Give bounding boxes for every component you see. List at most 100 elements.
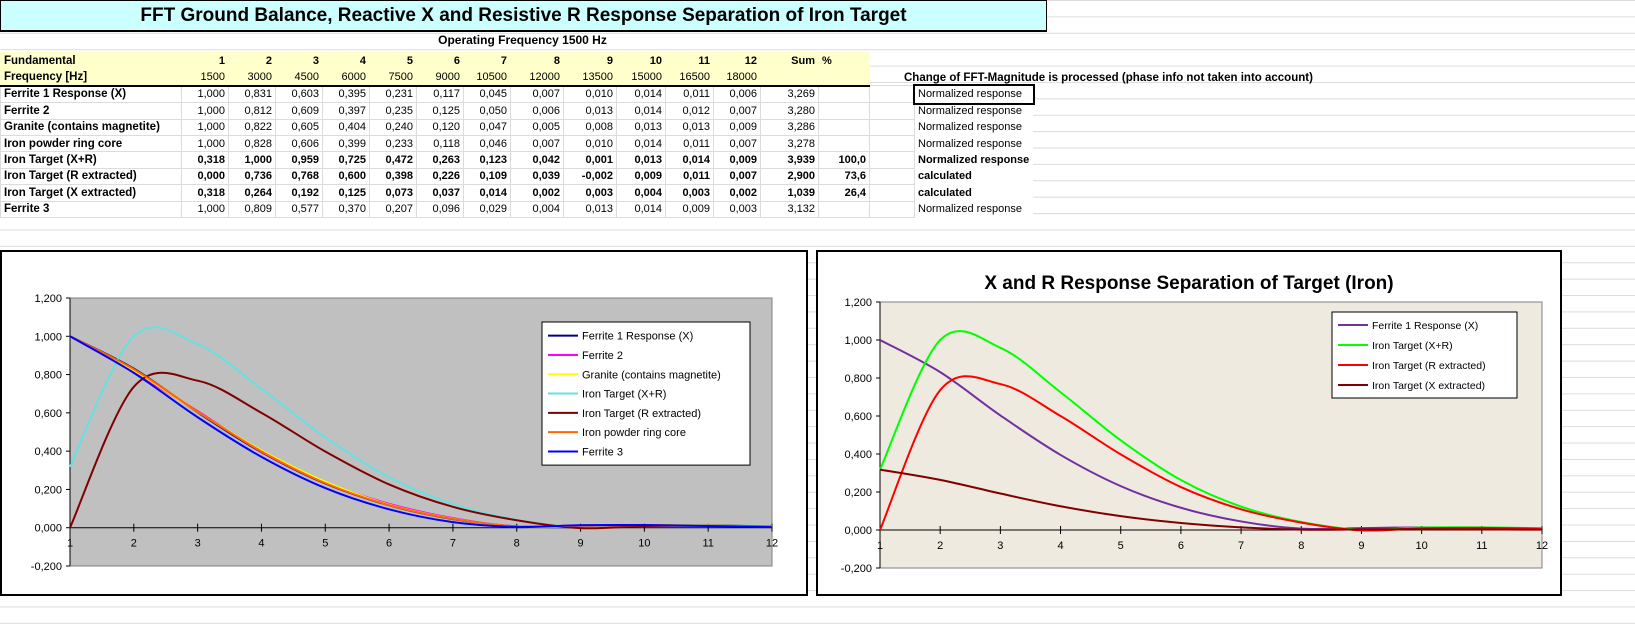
cell-value[interactable]: 0,240 xyxy=(369,118,417,136)
row-label[interactable]: Iron powder ring core xyxy=(0,134,182,153)
series-line[interactable] xyxy=(879,468,1543,531)
cell-value[interactable]: 1,000 xyxy=(181,134,229,153)
cell-sum[interactable]: 1,039 xyxy=(760,184,819,202)
cell-value[interactable]: 0,264 xyxy=(228,184,276,202)
cell-empty[interactable] xyxy=(869,118,915,136)
cell-sum[interactable]: 3,280 xyxy=(760,102,819,120)
cell-value[interactable]: 0,045 xyxy=(463,85,511,104)
cell-note[interactable]: Normalized response xyxy=(914,151,1033,169)
cell-value[interactable]: 0,812 xyxy=(228,102,276,120)
cell-note[interactable]: Normalized response xyxy=(914,135,1033,152)
cell-value[interactable]: 0,109 xyxy=(463,167,511,186)
cell-value[interactable]: 0,399 xyxy=(322,134,370,153)
cell-value[interactable]: 0,014 xyxy=(463,184,511,202)
cell-value[interactable]: 0,002 xyxy=(510,184,564,202)
cell-value[interactable]: 0,013 xyxy=(616,151,666,169)
cell-value[interactable]: 0,318 xyxy=(181,184,229,202)
cell-pct[interactable] xyxy=(818,85,870,104)
cell-value[interactable]: 0,397 xyxy=(322,102,370,120)
cell-value[interactable]: 0,039 xyxy=(510,167,564,186)
cell-value[interactable]: 0,009 xyxy=(713,118,761,136)
cell-value[interactable]: 0,037 xyxy=(416,184,464,202)
cell-value[interactable]: 0,007 xyxy=(713,167,761,186)
cell-value[interactable]: 1,000 xyxy=(181,200,229,218)
row-label[interactable]: Iron Target (R extracted) xyxy=(0,167,182,186)
cell-value[interactable]: 0,003 xyxy=(713,200,761,218)
cell-value[interactable]: 0,002 xyxy=(713,184,761,202)
cell-value[interactable]: 0,009 xyxy=(616,167,666,186)
cell-value[interactable]: 0,014 xyxy=(616,200,666,218)
cell-value[interactable]: 1,000 xyxy=(228,151,276,169)
cell-value[interactable]: 0,192 xyxy=(275,184,323,202)
cell-empty[interactable] xyxy=(869,102,915,120)
cell-value[interactable]: 0,226 xyxy=(416,167,464,186)
cell-value[interactable]: 0,010 xyxy=(563,134,617,153)
cell-value[interactable]: 0,011 xyxy=(665,85,714,104)
cell-value[interactable]: 0,125 xyxy=(322,184,370,202)
cell-value[interactable]: 0,398 xyxy=(369,167,417,186)
cell-note[interactable]: Normalized response xyxy=(914,102,1033,120)
cell-value[interactable]: 0,010 xyxy=(563,85,617,104)
cell-value[interactable]: 0,118 xyxy=(416,134,464,153)
cell-value[interactable]: 0,768 xyxy=(275,167,323,186)
cell-pct[interactable]: 26,4 xyxy=(818,184,870,202)
row-label[interactable]: Iron Target (X+R) xyxy=(0,151,182,169)
cell-value[interactable]: 0,003 xyxy=(563,184,617,202)
cell-note[interactable]: Normalized response xyxy=(914,201,1033,218)
cell-value[interactable]: 0,008 xyxy=(563,118,617,136)
cell-value[interactable]: 0,318 xyxy=(181,151,229,169)
cell-value[interactable]: 1,000 xyxy=(181,118,229,136)
cell-value[interactable]: 0,013 xyxy=(665,118,714,136)
cell-value[interactable]: 0,006 xyxy=(510,102,564,120)
cell-value[interactable]: 0,007 xyxy=(713,102,761,120)
cell-value[interactable]: 0,831 xyxy=(228,85,276,104)
cell-value[interactable]: 0,736 xyxy=(228,167,276,186)
cell-value[interactable]: 0,606 xyxy=(275,134,323,153)
cell-sum[interactable]: 3,278 xyxy=(760,134,819,153)
cell-note[interactable]: Normalized response xyxy=(912,83,1035,105)
cell-pct[interactable] xyxy=(818,102,870,120)
cell-empty[interactable] xyxy=(869,167,915,186)
cell-value[interactable]: 0,003 xyxy=(665,184,714,202)
cell-value[interactable]: 0,046 xyxy=(463,134,511,153)
cell-pct[interactable] xyxy=(818,118,870,136)
cell-note[interactable]: calculated xyxy=(914,184,1033,202)
cell-sum[interactable]: 3,939 xyxy=(760,151,819,169)
cell-value[interactable]: 0,959 xyxy=(275,151,323,169)
cell-value[interactable]: 0,004 xyxy=(510,200,564,218)
cell-value[interactable]: 0,395 xyxy=(322,85,370,104)
row-label[interactable]: Ferrite 3 xyxy=(0,200,182,218)
cell-value[interactable]: 0,013 xyxy=(563,102,617,120)
chart-xr-separation[interactable]: X and R Response Separation of Target (I… xyxy=(816,250,1562,596)
cell-value[interactable]: 0,005 xyxy=(510,118,564,136)
cell-value[interactable]: 0,123 xyxy=(463,151,511,169)
cell-pct[interactable]: 73,6 xyxy=(818,167,870,186)
cell-value[interactable]: 0,004 xyxy=(616,184,666,202)
cell-note[interactable]: Normalized response xyxy=(914,119,1033,136)
row-label[interactable]: Granite (contains magnetite) xyxy=(0,118,182,136)
chart-all-responses[interactable]: -0,200 0,000 0,200 0,400 0,600 0,800 1,000 1,20… xyxy=(0,250,808,596)
row-label[interactable]: Iron Target (X extracted) xyxy=(0,184,182,202)
cell-value[interactable]: 0,047 xyxy=(463,118,511,136)
series-line[interactable] xyxy=(69,335,773,529)
cell-value[interactable]: 0,042 xyxy=(510,151,564,169)
legend[interactable] xyxy=(1331,311,1518,399)
cell-value[interactable]: 0,609 xyxy=(275,102,323,120)
cell-value[interactable]: 0,050 xyxy=(463,102,511,120)
cell-empty[interactable] xyxy=(869,184,915,202)
cell-value[interactable]: 0,012 xyxy=(665,102,714,120)
cell-empty[interactable] xyxy=(869,85,915,104)
row-label[interactable]: Ferrite 2 xyxy=(0,102,182,120)
cell-empty[interactable] xyxy=(869,134,915,153)
cell-value[interactable]: 0,117 xyxy=(416,85,464,104)
cell-pct[interactable]: 100,0 xyxy=(818,151,870,169)
cell-empty[interactable] xyxy=(869,200,915,218)
cell-value[interactable]: 1,000 xyxy=(181,85,229,104)
cell-value[interactable]: 0,235 xyxy=(369,102,417,120)
cell-value[interactable]: 0,014 xyxy=(616,85,666,104)
cell-value[interactable]: 0,011 xyxy=(665,167,714,186)
cell-value[interactable]: 0,577 xyxy=(275,200,323,218)
cell-value[interactable]: 0,725 xyxy=(322,151,370,169)
cell-pct[interactable] xyxy=(818,134,870,153)
cell-value[interactable]: 0,007 xyxy=(510,134,564,153)
